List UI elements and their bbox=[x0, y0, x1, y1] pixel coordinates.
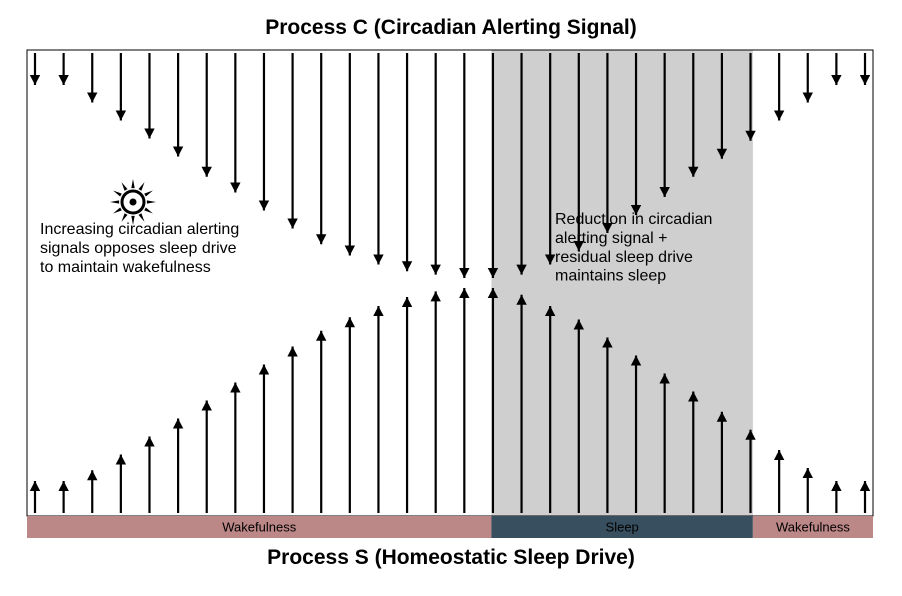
caption-left: Increasing circadian alertingsignals opp… bbox=[40, 221, 239, 276]
timeline-segment: Wakefulness bbox=[753, 516, 873, 538]
timeline: Wakefulness Sleep Wakefulness bbox=[27, 516, 873, 538]
timeline-segment: Sleep bbox=[491, 516, 752, 538]
timeline-segment: Wakefulness bbox=[27, 516, 491, 538]
timeline-label: Wakefulness bbox=[776, 520, 850, 535]
timeline-label: Sleep bbox=[606, 520, 639, 535]
timeline-label: Wakefulness bbox=[222, 520, 296, 535]
two-process-diagram: Wakefulness Sleep Wakefulness Increasing ci… bbox=[0, 0, 902, 596]
title-process-s: Process S (Homeostatic Sleep Drive) bbox=[0, 546, 902, 570]
